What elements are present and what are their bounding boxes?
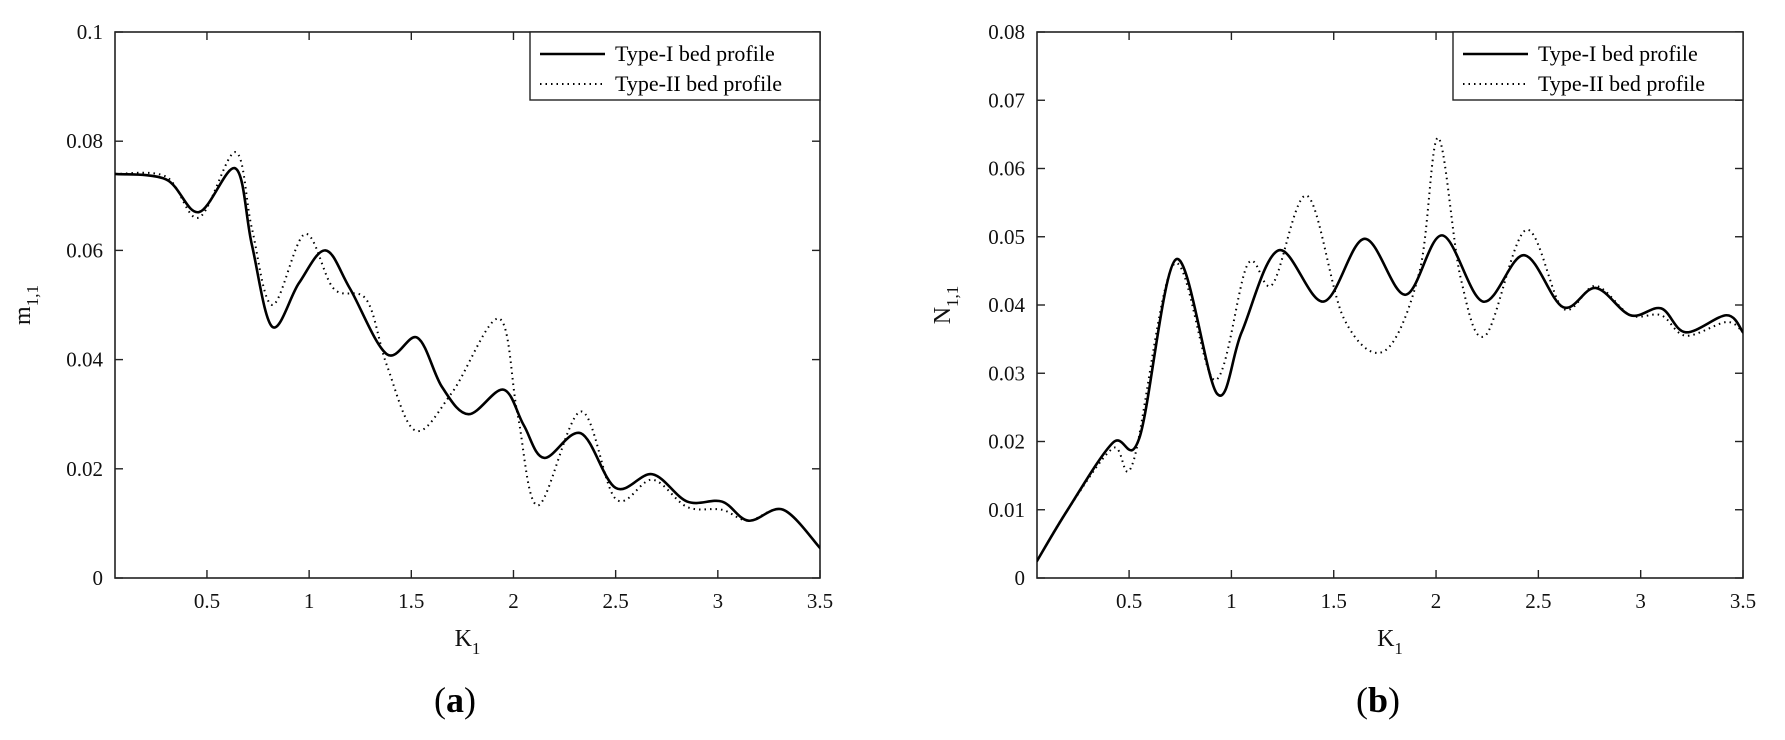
y-tick-label: 0.06 (988, 157, 1025, 181)
x-tick-label: 3.5 (807, 589, 833, 613)
series-line-type-ii (1037, 136, 1743, 562)
series-group (1037, 136, 1743, 563)
x-tick-label: 3 (1635, 589, 1646, 613)
legend-entry-label: Type-II bed profile (615, 71, 782, 96)
panel-label: (b) (1356, 680, 1400, 720)
x-tick-label: 0.5 (1116, 589, 1142, 613)
legend-box (1452, 31, 1744, 101)
panel-b: 0.5 1 1.5 2 2.5 3 3.5 0 0.01 0.02 0.03 0.04 0.05 0.06… (930, 20, 1756, 720)
y-tick-label: 0 (93, 566, 104, 590)
series-line-type-i (115, 167, 820, 550)
x-tick-label: 2.5 (603, 589, 629, 613)
y-tick-label: 0.01 (988, 498, 1025, 522)
x-axis-label: K1 (455, 626, 481, 658)
x-tick-label: 1 (304, 589, 315, 613)
series-line-type-ii (115, 151, 820, 549)
x-tick-label: 3 (713, 589, 724, 613)
legend-entry-label: Type-I bed profile (615, 41, 775, 66)
y-tick-label: 0.04 (988, 293, 1025, 317)
x-tick-label: 0.5 (194, 589, 220, 613)
y-tick-label: 0.08 (66, 129, 103, 153)
y-tick-label: 0.04 (66, 348, 103, 372)
plot-area-frame (114, 31, 821, 579)
y-tick-label: 0.06 (66, 238, 103, 262)
x-axis-label: K1 (1377, 626, 1403, 658)
y-tick-label: 0.03 (988, 361, 1025, 385)
y-tick-label: 0.1 (77, 20, 103, 44)
y-tick-label: 0.02 (988, 430, 1025, 454)
y-tick-label: 0 (1015, 566, 1026, 590)
x-tick-label: 1.5 (1321, 589, 1347, 613)
x-tick-label: 2 (508, 589, 519, 613)
y-axis-label: N1,1 (930, 286, 962, 325)
x-tick-label: 1.5 (398, 589, 424, 613)
x-tick-label: 2 (1431, 589, 1442, 613)
y-tick-label: 0.08 (988, 20, 1025, 44)
legend-entry-label: Type-II bed profile (1538, 71, 1705, 96)
x-tick-label: 2.5 (1525, 589, 1551, 613)
legend: Type-I bed profile Type-II bed profile (1452, 31, 1744, 101)
legend-box (529, 31, 821, 101)
panel-label: (a) (434, 680, 476, 720)
legend-entry-label: Type-I bed profile (1538, 41, 1698, 66)
series-group (115, 151, 820, 550)
x-tick-label: 3.5 (1730, 589, 1756, 613)
legend: Type-I bed profile Type-II bed profile (529, 31, 821, 101)
y-tick-label: 0.02 (66, 457, 103, 481)
series-line-type-i (1037, 234, 1743, 563)
y-tick-label: 0.07 (988, 88, 1025, 112)
plot-area-frame (1036, 31, 1744, 579)
y-tick-label: 0.05 (988, 225, 1025, 249)
x-tick-label: 1 (1226, 589, 1237, 613)
y-axis-label: m1,1 (10, 285, 42, 325)
panel-a: 0.5 1 1.5 2 2.5 3 3.5 0 0.02 0.04 0.06 0.08 0.1 K1 m1,… (10, 20, 833, 720)
